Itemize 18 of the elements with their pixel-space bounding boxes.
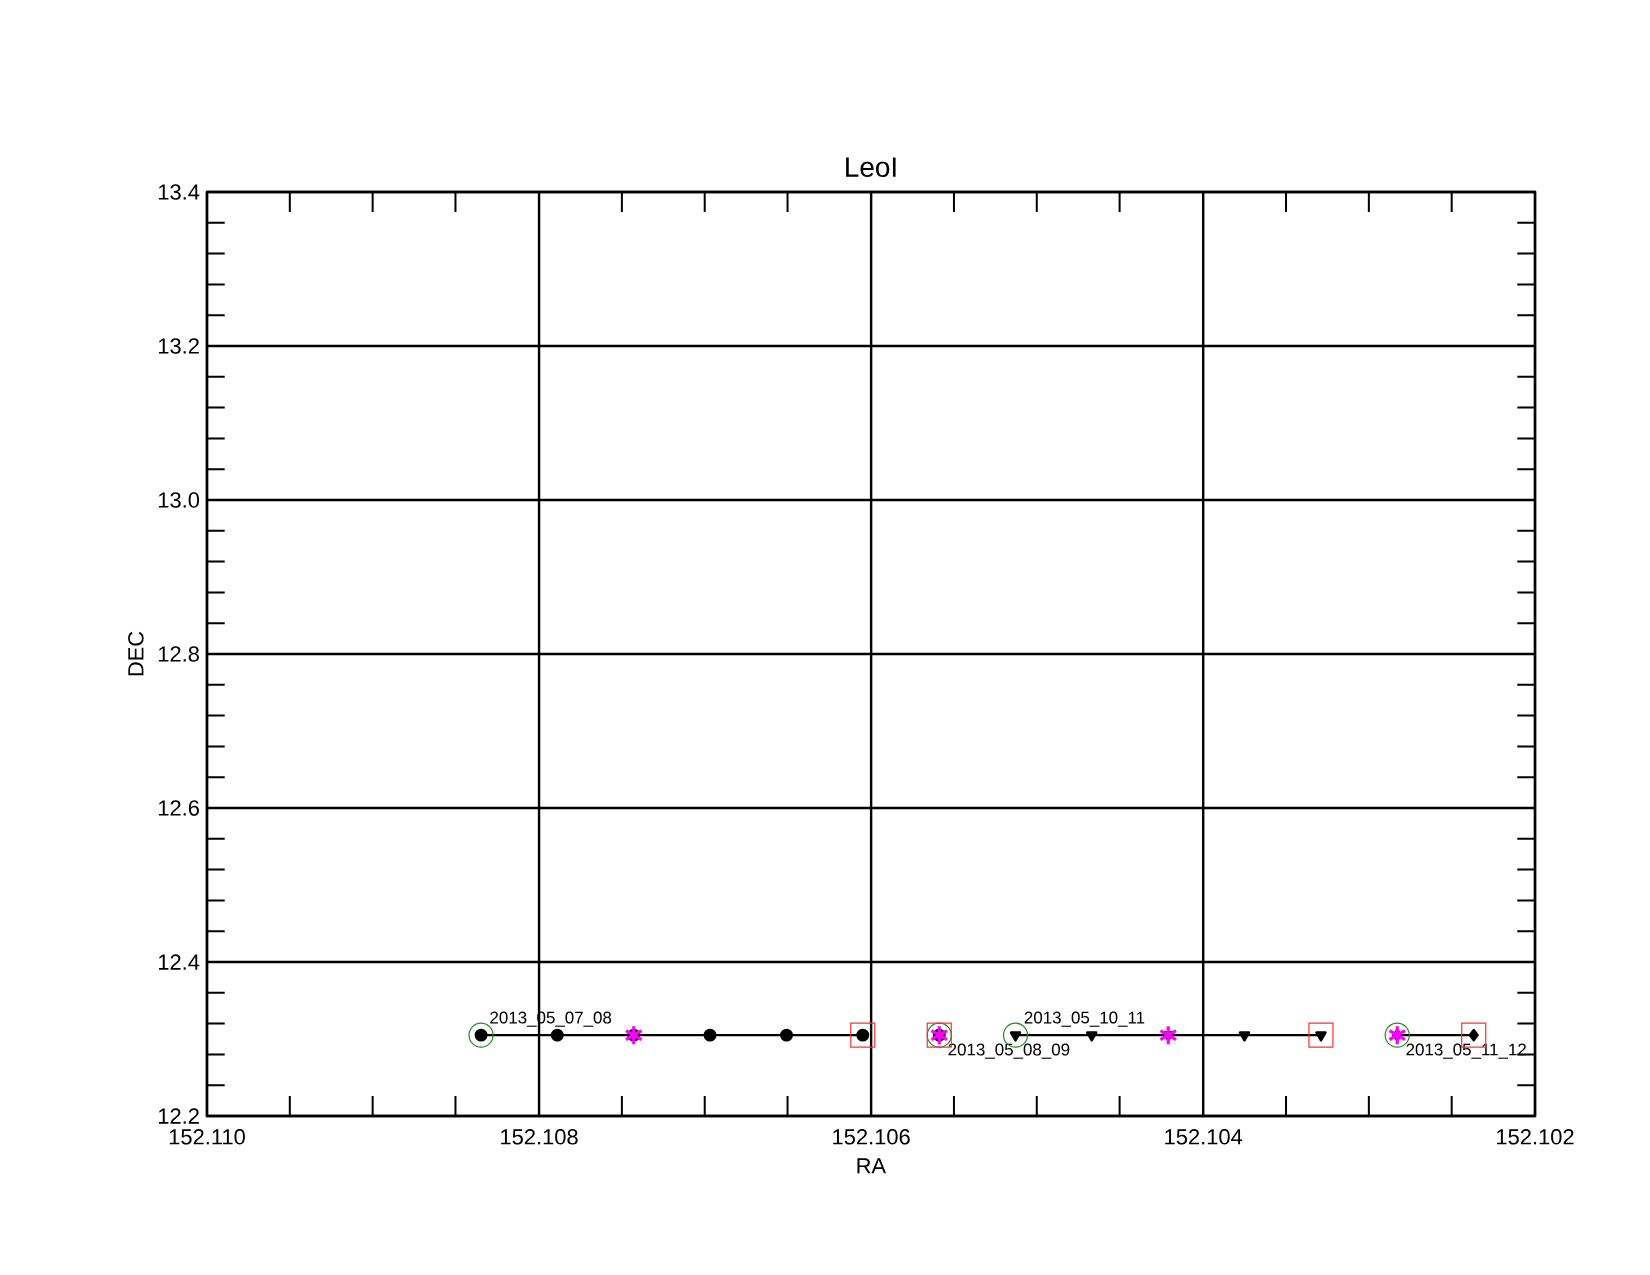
series-label: 2013_05_08_09 <box>948 1043 1070 1059</box>
y-tick-label: 13.2 <box>158 338 199 354</box>
x-axis-title: RA <box>857 1158 887 1174</box>
x-tick-label: 152.108 <box>501 1129 578 1145</box>
x-tick-label: 152.106 <box>833 1129 910 1145</box>
y-tick-label: 12.2 <box>158 1108 199 1124</box>
y-tick-label: 13.0 <box>158 492 200 508</box>
x-tick-label: 152.110 <box>169 1129 245 1145</box>
x-tick-label: 152.104 <box>1165 1129 1243 1145</box>
y-tick-label: 12.4 <box>158 954 200 970</box>
x-tick-label: 152.102 <box>1497 1129 1574 1145</box>
chart-title: LeoI <box>846 157 896 178</box>
y-axis-title: DEC <box>128 631 144 676</box>
y-tick-label: 13.4 <box>158 184 200 200</box>
series-label: 2013_05_10_11 <box>1024 1011 1145 1027</box>
y-tick-label: 12.8 <box>158 646 199 662</box>
series-label: 2013_05_11_12 <box>1406 1043 1526 1059</box>
y-tick-label: 12.6 <box>158 800 199 816</box>
